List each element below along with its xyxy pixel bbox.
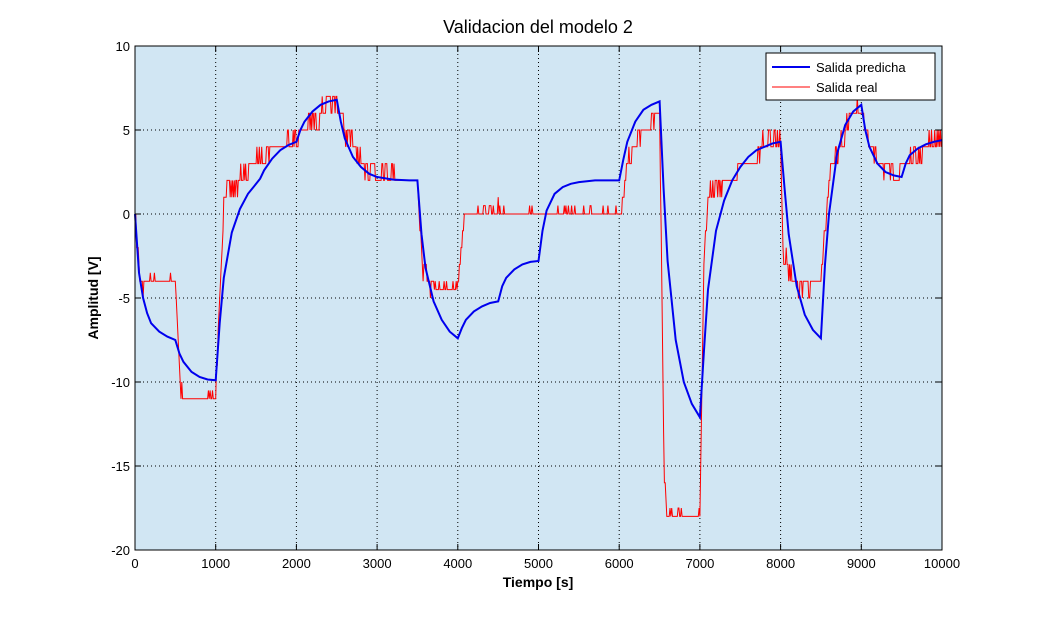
x-tick-label: 5000 (524, 556, 553, 571)
legend-box (765, 52, 936, 101)
x-tick-label: 1000 (201, 556, 230, 571)
y-tick-label: 0 (123, 207, 130, 222)
x-tick-label: 4000 (443, 556, 472, 571)
series-salida-real-line (135, 95, 943, 517)
y-tick-label: -20 (111, 543, 130, 558)
y-tick-label: -10 (111, 375, 130, 390)
series-salida-predicha-line (134, 98, 943, 421)
y-tick-label: 10 (116, 39, 130, 54)
y-tick-label: -5 (118, 291, 130, 306)
x-tick-label: 2000 (282, 556, 311, 571)
grid (135, 46, 942, 550)
legend: Salida predicha Salida real (765, 52, 936, 101)
x-tick-label: 3000 (363, 556, 392, 571)
legend-label: Salida real (816, 80, 878, 95)
legend-label: Salida predicha (816, 60, 906, 75)
x-tick-label: 8000 (766, 556, 795, 571)
x-tick-label: 0 (131, 556, 138, 571)
y-tick-label: 5 (123, 123, 130, 138)
y-axis-label: Amplitud [V] (85, 256, 101, 339)
x-tick-label: 10000 (924, 556, 960, 571)
x-tick-label: 6000 (605, 556, 634, 571)
x-tick-label: 7000 (685, 556, 714, 571)
series-layer (134, 95, 943, 517)
x-axis-label: Tiempo [s] (503, 574, 574, 590)
y-tick-label: -15 (111, 459, 130, 474)
ticks: 0 1000 2000 3000 4000 5000 6000 7000 8000 9000 100… (111, 39, 960, 571)
x-tick-label: 9000 (847, 556, 876, 571)
chart-title: Validacion del modelo 2 (443, 17, 633, 37)
